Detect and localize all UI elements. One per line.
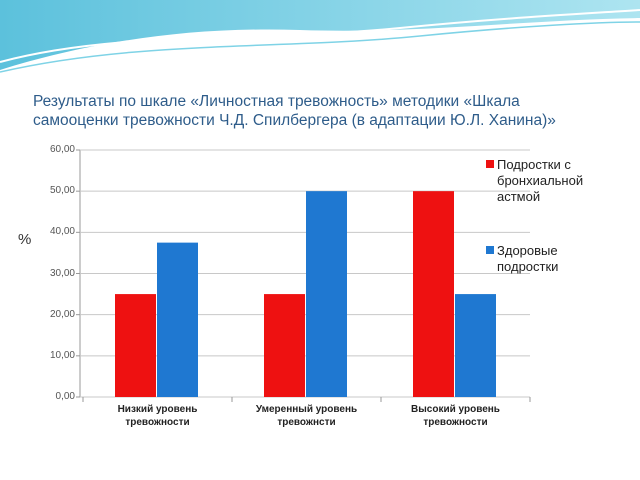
x-tick-label: Умеренный уровень тревожнсти — [255, 404, 358, 428]
y-tick-label: 60,00 — [49, 144, 75, 155]
bar — [413, 191, 454, 397]
header-wave — [0, 0, 640, 70]
y-tick-label: 30,00 — [49, 267, 75, 279]
bar — [264, 294, 305, 397]
y-tick-label: 50,00 — [49, 185, 75, 197]
bar — [455, 294, 496, 397]
chart-title: Результаты по шкале «Личностная тревожно… — [33, 93, 556, 129]
legend-swatch — [486, 246, 494, 254]
bar — [157, 242, 198, 397]
header-wave-line — [0, 21, 640, 73]
y-tick-label: 20,00 — [49, 308, 75, 320]
bar — [115, 294, 156, 397]
bar — [306, 191, 347, 397]
x-tick-label: Низкий уровень тревожности — [117, 404, 198, 428]
y-tick-label: 0,00 — [55, 391, 75, 402]
header-wave-line — [0, 9, 640, 63]
legend-label: Здоровые подростки — [497, 243, 559, 274]
y-axis-label: % — [18, 231, 32, 248]
y-tick-label: 10,00 — [49, 349, 75, 361]
legend-swatch — [486, 160, 494, 168]
x-tick-label: Высокий уровень тревожности — [411, 404, 500, 428]
y-tick-label: 40,00 — [49, 226, 75, 238]
legend-label: Подростки с бронхиальной астмой — [497, 157, 584, 204]
